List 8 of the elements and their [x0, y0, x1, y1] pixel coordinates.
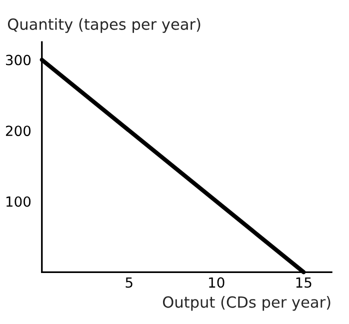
- x-tick-label: 15: [296, 277, 312, 288]
- y-tick-label: 200: [6, 126, 31, 136]
- y-axis-title: Quantity (tapes per year): [8, 18, 200, 33]
- x-axis-title: Output (CDs per year): [162, 296, 330, 311]
- y-tick-label: 100: [6, 196, 31, 207]
- x-tick-label: 5: [126, 277, 132, 288]
- y-tick-label: 300: [6, 54, 31, 66]
- x-tick-label: 10: [209, 277, 224, 288]
